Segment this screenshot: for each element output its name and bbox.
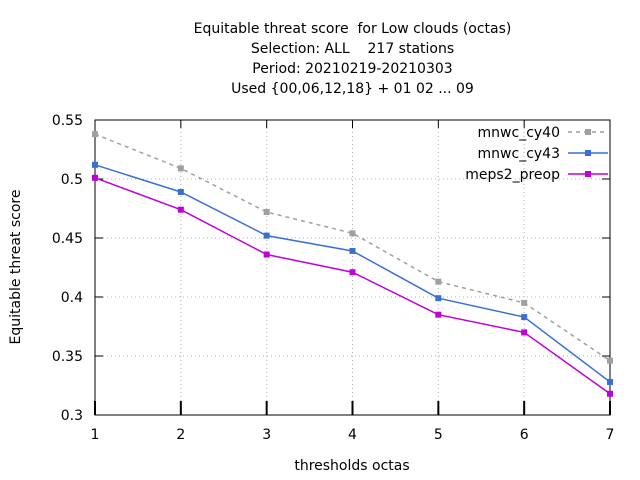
x-tick-label: 5 — [434, 427, 443, 443]
data-point-meps2_preop — [92, 174, 98, 181]
x-tick-label: 2 — [176, 427, 185, 443]
legend-item-mnwc_cy40: mnwc_cy40 — [478, 125, 608, 141]
data-point-mnwc_cy40 — [263, 209, 270, 216]
chart-title-line-3: Period: 20210219-20210303 — [252, 61, 453, 77]
data-point-meps2_preop — [177, 206, 184, 213]
series-mnwc_cy43 — [92, 161, 613, 385]
legend-marker — [585, 150, 591, 156]
x-tick-label: 3 — [262, 427, 271, 443]
data-point-mnwc_cy40 — [607, 357, 613, 364]
legend: mnwc_cy40 mnwc_cy43 meps2_preop — [465, 125, 608, 183]
series-group — [92, 131, 613, 397]
data-point-mnwc_cy40 — [349, 230, 356, 237]
chart-title-line-4: Used {00,06,12,18} + 01 02 ... 09 — [231, 81, 474, 97]
y-tick-label: 0.3 — [61, 408, 83, 424]
y-tick-label: 0.35 — [52, 349, 83, 365]
y-axis-label: Equitable threat score — [8, 190, 24, 345]
data-point-mnwc_cy40 — [177, 165, 184, 172]
data-point-mnwc_cy40 — [521, 299, 528, 306]
data-point-mnwc_cy43 — [92, 161, 98, 168]
legend-marker — [585, 129, 591, 135]
data-point-mnwc_cy40 — [435, 278, 442, 285]
x-axis-label: thresholds octas — [294, 458, 409, 474]
legend-label: mnwc_cy43 — [478, 146, 560, 162]
data-point-meps2_preop — [435, 311, 442, 318]
ticks: 0.3 0.35 0.4 0.45 0.5 0.55 1 2 3 4 5 6 7 — [52, 113, 615, 443]
x-tick-label: 6 — [520, 427, 529, 443]
legend-item-mnwc_cy43: mnwc_cy43 — [478, 146, 608, 162]
data-point-mnwc_cy40 — [92, 131, 98, 138]
x-tick-label: 7 — [606, 427, 615, 443]
data-point-mnwc_cy43 — [607, 378, 613, 385]
series-line-meps2_preop — [94, 177, 611, 395]
y-tick-label: 0.4 — [61, 290, 83, 306]
legend-marker — [585, 171, 591, 177]
y-tick-label: 0.45 — [52, 231, 83, 247]
legend-item-meps2_preop: meps2_preop — [465, 167, 608, 183]
data-point-meps2_preop — [607, 390, 613, 397]
legend-label: meps2_preop — [465, 167, 560, 183]
legend-label: mnwc_cy40 — [478, 125, 560, 141]
x-tick-label: 1 — [91, 427, 100, 443]
chart-title-line-1: Equitable threat score for Low clouds (o… — [193, 21, 512, 37]
data-point-mnwc_cy43 — [435, 295, 442, 302]
chart-title-line-2: Selection: ALL 217 stations — [250, 41, 455, 57]
data-point-meps2_preop — [263, 251, 270, 258]
data-point-mnwc_cy43 — [521, 314, 528, 321]
x-tick-label: 4 — [348, 427, 357, 443]
data-point-mnwc_cy43 — [263, 232, 270, 239]
series-meps2_preop — [92, 174, 613, 397]
data-point-mnwc_cy43 — [349, 247, 356, 254]
series-mnwc_cy40 — [92, 131, 613, 364]
data-point-meps2_preop — [349, 269, 356, 276]
y-tick-label: 0.5 — [61, 172, 83, 188]
y-tick-label: 0.55 — [52, 113, 83, 129]
data-point-mnwc_cy43 — [177, 188, 184, 195]
data-point-meps2_preop — [521, 329, 528, 336]
